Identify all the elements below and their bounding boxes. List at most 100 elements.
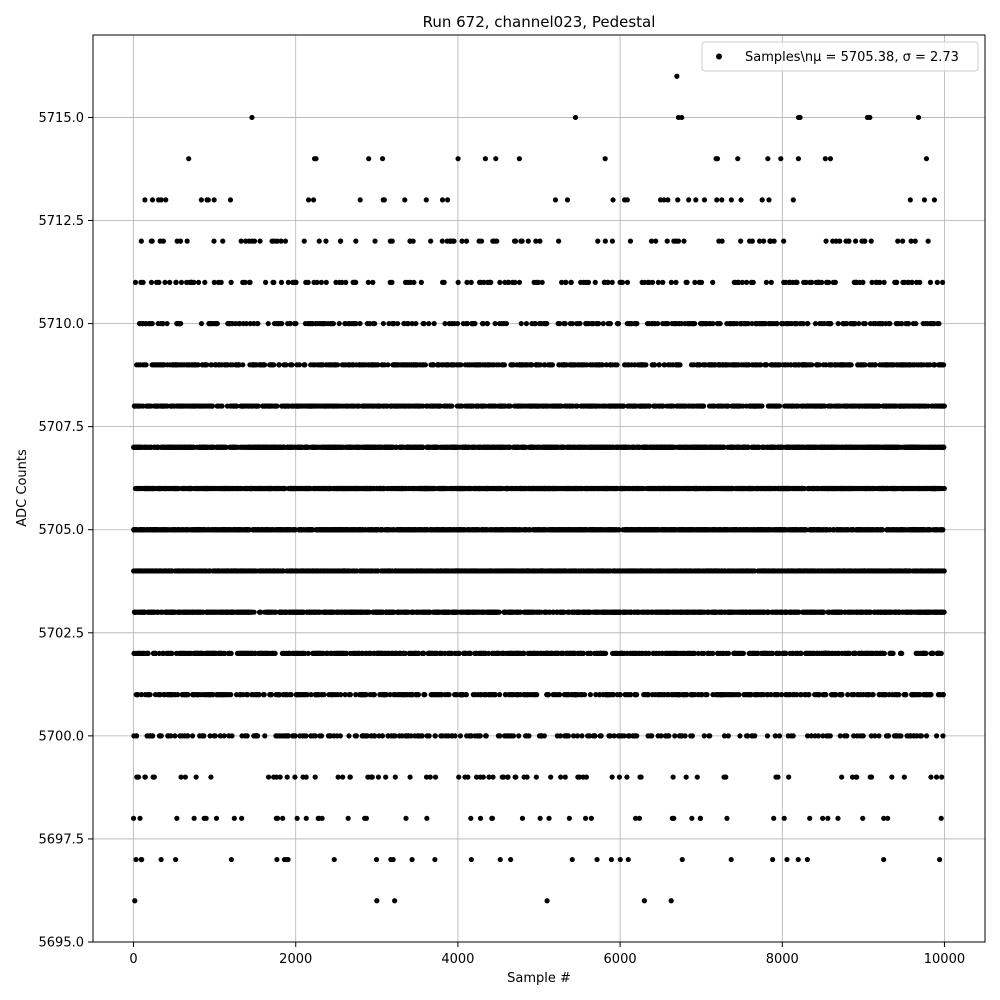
data-point [381, 197, 387, 203]
data-point [238, 238, 244, 244]
data-point [508, 856, 514, 863]
data-point [316, 238, 322, 244]
data-point [229, 733, 235, 739]
data-point [319, 815, 325, 821]
data-point [277, 774, 283, 780]
data-point [255, 733, 261, 739]
data-point [455, 279, 461, 285]
data-point [202, 279, 208, 285]
data-point [503, 320, 509, 327]
data-point [445, 197, 451, 203]
data-point [257, 238, 263, 244]
data-point [220, 238, 226, 244]
data-point [143, 362, 149, 368]
data-point [422, 362, 428, 368]
data-point [191, 279, 197, 285]
data-point [340, 774, 346, 780]
data-point [156, 279, 162, 285]
data-point [255, 320, 261, 327]
data-points [130, 73, 947, 904]
data-point [153, 650, 159, 657]
data-point [274, 856, 280, 863]
data-point [268, 692, 275, 698]
data-point [207, 733, 213, 739]
data-point [145, 650, 151, 657]
data-point [482, 156, 488, 162]
data-point [413, 320, 419, 327]
data-point [198, 320, 205, 327]
data-point [305, 279, 311, 285]
data-point [472, 320, 478, 327]
data-point [163, 197, 169, 203]
data-point [178, 320, 184, 327]
data-point [463, 238, 470, 244]
data-point [516, 156, 522, 162]
data-point [510, 733, 517, 739]
data-point [244, 733, 250, 739]
data-point [173, 279, 179, 285]
data-point [280, 815, 286, 821]
data-point [383, 774, 389, 780]
data-point [478, 238, 485, 244]
data-point [357, 320, 363, 327]
data-point [172, 733, 178, 739]
data-point [135, 774, 142, 780]
data-point [292, 733, 298, 739]
data-point [439, 197, 446, 203]
data-point [174, 815, 180, 821]
data-point [228, 856, 235, 863]
data-point [274, 403, 280, 409]
data-point [251, 609, 257, 615]
data-point [467, 650, 473, 657]
data-point [285, 856, 291, 863]
data-point [423, 197, 429, 203]
data-point [213, 815, 220, 821]
data-point [227, 197, 234, 203]
data-point [533, 774, 539, 780]
data-point [271, 362, 277, 368]
data-point [428, 238, 434, 244]
data-point [389, 238, 395, 244]
data-point [343, 279, 349, 285]
data-point [219, 403, 225, 409]
data-point [160, 320, 166, 327]
data-point [346, 733, 352, 739]
data-point [523, 320, 530, 327]
data-point [169, 650, 175, 657]
data-point [167, 279, 173, 285]
data-point [312, 774, 318, 780]
data-point [164, 320, 170, 327]
data-point [493, 156, 499, 162]
data-point [272, 650, 278, 657]
data-point [347, 774, 353, 780]
data-point [512, 238, 519, 244]
data-point [370, 279, 376, 285]
data-point [330, 320, 337, 327]
data-point [379, 156, 386, 162]
data-point [494, 238, 500, 244]
data-point [210, 692, 216, 698]
data-point [402, 197, 408, 203]
data-point [276, 362, 282, 368]
data-point [363, 815, 370, 821]
data-point [265, 320, 271, 327]
data-point [451, 238, 457, 244]
data-point [431, 320, 437, 327]
data-point [441, 279, 447, 285]
data-point [454, 320, 461, 327]
data-point [204, 362, 210, 368]
data-point [424, 815, 430, 821]
data-point [282, 238, 289, 244]
data-point [142, 774, 148, 780]
data-point [492, 320, 498, 327]
data-point [411, 279, 417, 285]
data-point [524, 774, 530, 780]
data-point [221, 733, 227, 739]
data-point [212, 733, 218, 739]
data-point [390, 856, 396, 863]
data-point [389, 279, 395, 285]
data-point [516, 279, 523, 285]
data-point [303, 733, 309, 739]
data-point [403, 815, 409, 821]
